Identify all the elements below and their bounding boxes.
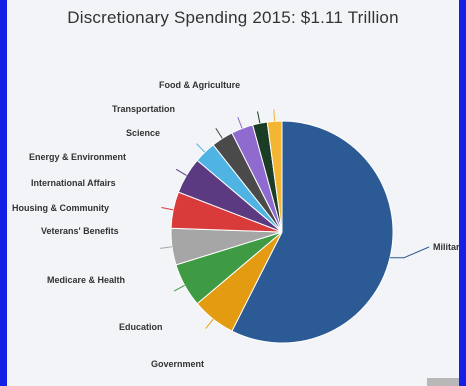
- leader-line-government: [205, 318, 214, 329]
- chart-title: Discretionary Spending 2015: $1.11 Trill…: [67, 8, 399, 27]
- leader-line-education: [173, 284, 185, 292]
- slice-label-international-affairs: International Affairs: [31, 178, 116, 188]
- pie-slice-food-agriculture[interactable]: [266, 120, 283, 233]
- slice-label-science: Science: [126, 128, 160, 138]
- leader-line-medicare-health: [160, 246, 173, 249]
- leader-line-science: [237, 117, 243, 129]
- slice-label-education: Education: [119, 322, 163, 332]
- slice-label-veterans-benefits: Veterans' Benefits: [41, 226, 119, 236]
- scrollbar-corner: [427, 378, 459, 386]
- leader-line-veterans-benefits: [161, 207, 174, 211]
- pie-chart: Military Government Education Medicare & He…: [12, 80, 459, 369]
- slice-label-medicare-health: Medicare & Health: [47, 275, 125, 285]
- slice-label-energy-environment: Energy & Environment: [29, 152, 126, 162]
- leader-line-energy-environment: [215, 128, 223, 139]
- slice-label-government: Government: [151, 359, 204, 369]
- slice-label-transportation: Transportation: [112, 104, 175, 114]
- leader-line-housing-community: [175, 168, 187, 176]
- slice-label-military: Military: [433, 242, 459, 252]
- leader-line-military: [390, 246, 430, 259]
- leader-line-food-agriculture: [273, 109, 276, 122]
- slice-label-food-agriculture: Food & Agriculture: [159, 80, 240, 90]
- leader-line-transportation: [257, 111, 261, 124]
- leader-line-international-affairs: [196, 143, 206, 153]
- pie-slice-military[interactable]: [231, 120, 394, 344]
- chart-panel: Discretionary Spending 2015: $1.11 Trill…: [7, 0, 459, 386]
- slice-label-housing-community: Housing & Community: [12, 203, 109, 213]
